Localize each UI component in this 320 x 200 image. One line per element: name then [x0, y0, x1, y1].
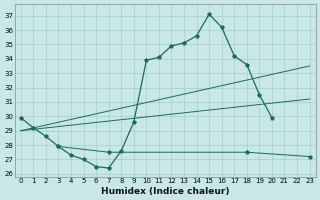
- X-axis label: Humidex (Indice chaleur): Humidex (Indice chaleur): [101, 187, 229, 196]
